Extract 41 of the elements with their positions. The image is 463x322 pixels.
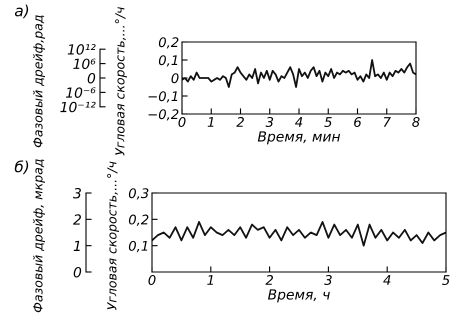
text: б)	[14, 160, 28, 174]
category-label: 10⁻¹²	[60, 102, 96, 112]
category-label: 10¹²	[68, 44, 96, 55]
category-label: 0	[88, 72, 96, 84]
y-tick-label: 0,2	[128, 214, 148, 226]
x-tick-label: 5	[442, 275, 450, 285]
x-tick-label: 3	[324, 275, 332, 285]
x-tick-label: 7	[384, 117, 391, 127]
y2-axis-title: Фазовый дрейф,рад	[32, 15, 45, 148]
y2-tick-label: 0	[74, 266, 82, 278]
line-series	[182, 59, 416, 88]
y-tick-label: 0,1	[158, 55, 178, 67]
y-tick-label: −0,2	[148, 109, 178, 121]
x-tick-label: 1	[208, 117, 214, 127]
x-tick-label: 3	[266, 117, 274, 127]
x-tick-label: 4	[383, 275, 390, 285]
line-series	[152, 221, 446, 247]
y2-tick-label: 3	[73, 188, 81, 198]
x-tick-label: 6	[354, 117, 362, 127]
x-tick-label: 4	[295, 117, 302, 127]
x-tick-label: 8	[412, 117, 420, 127]
y2-tick-label: 1	[74, 240, 80, 251]
x-axis-title: Время, мин	[258, 131, 340, 144]
y-axis-title: Угловая скорость,...°/ч	[115, 7, 127, 156]
y-tick-label: 0,1	[128, 240, 148, 252]
text: а)	[14, 4, 28, 18]
category-label: 10⁶	[73, 58, 96, 70]
x-tick-label: 5	[324, 117, 332, 127]
x-tick-label: 0	[178, 117, 186, 127]
category-label: 10⁻⁶	[66, 87, 96, 98]
x-axis-title: Время, ч	[268, 289, 330, 302]
y-tick-label: 0,2	[158, 37, 178, 49]
y-tick-label: 0,3	[128, 188, 148, 200]
y-tick-label: −0,1	[148, 91, 178, 103]
y-tick-label: 0	[171, 73, 179, 84]
y-axis-title: Угловая скорость,...°/ч	[107, 162, 119, 310]
y2-axis-title: Фазовый дрейф, мкрад	[32, 159, 45, 312]
x-tick-label: 2	[265, 275, 273, 285]
x-tick-label: 2	[236, 117, 244, 127]
y2-tick-label: 2	[73, 214, 81, 225]
x-tick-label: 1	[207, 275, 213, 285]
